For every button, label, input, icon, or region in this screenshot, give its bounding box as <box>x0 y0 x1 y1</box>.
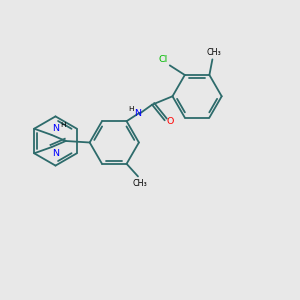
Text: Cl: Cl <box>159 56 168 64</box>
Text: N: N <box>52 124 59 133</box>
Text: H: H <box>60 122 66 128</box>
Text: CH₃: CH₃ <box>132 178 147 188</box>
Text: CH₃: CH₃ <box>206 48 221 57</box>
Text: O: O <box>167 117 174 126</box>
Text: N: N <box>134 109 141 118</box>
Text: H: H <box>129 106 134 112</box>
Text: N: N <box>52 148 59 158</box>
